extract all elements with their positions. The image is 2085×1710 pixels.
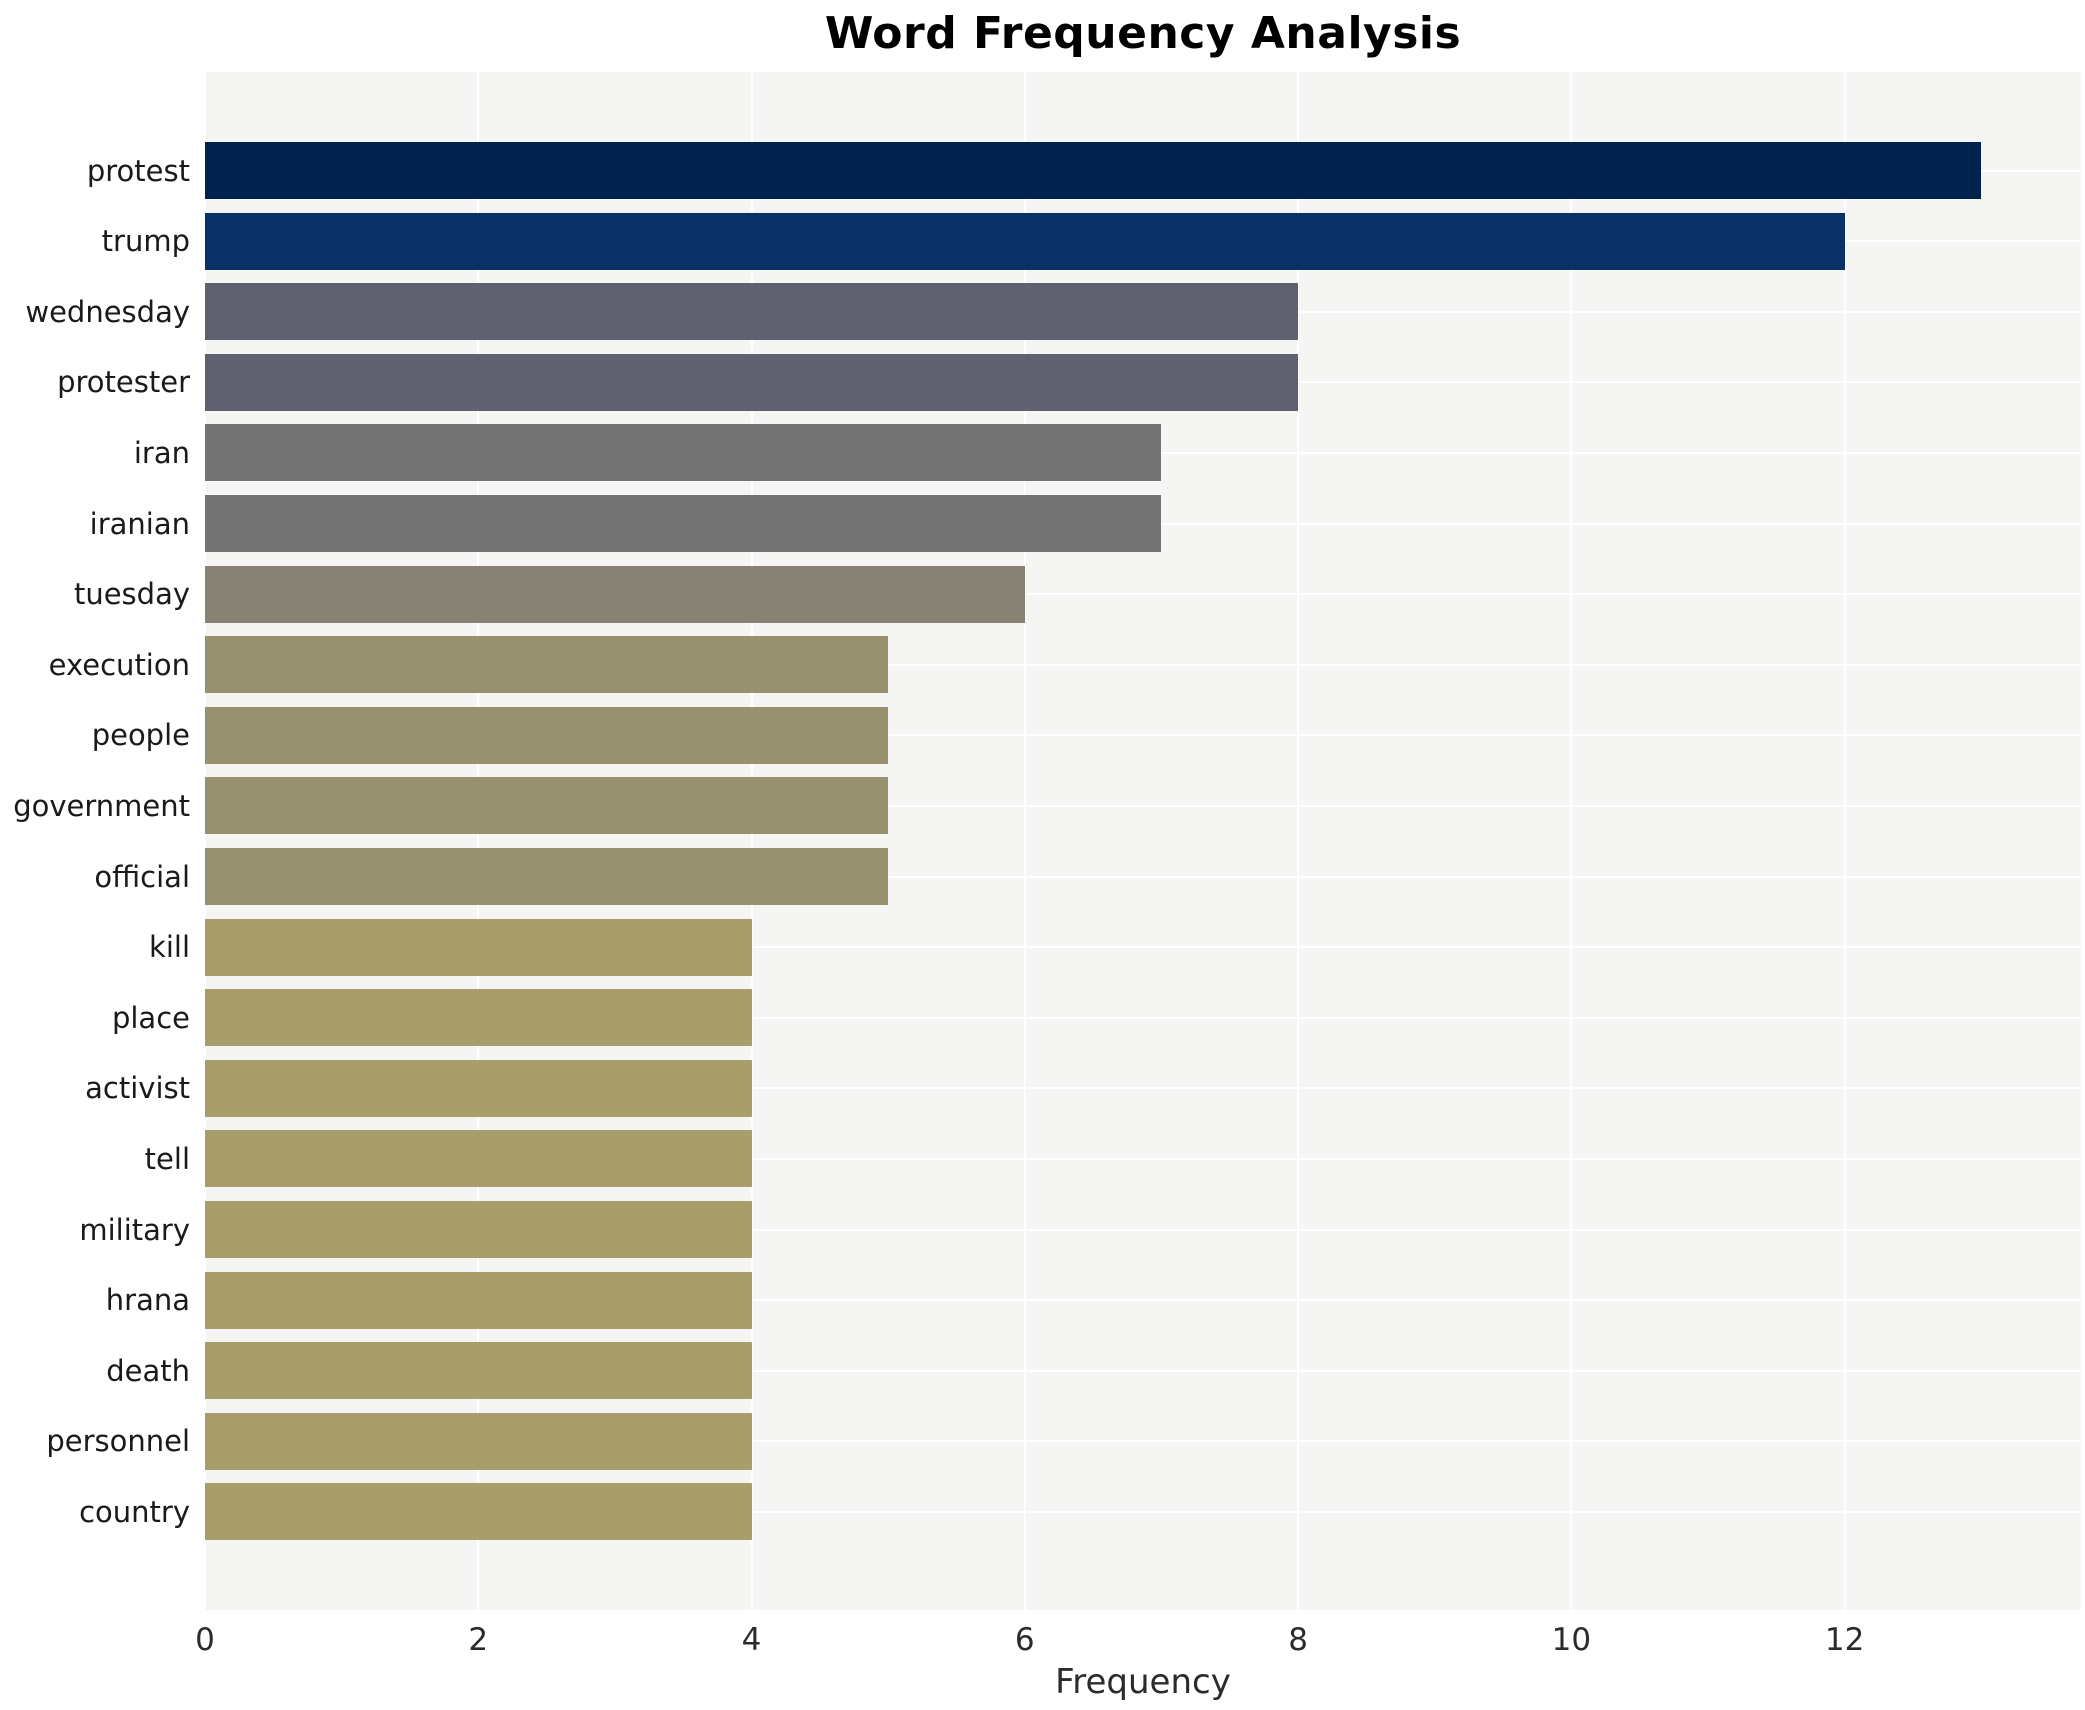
x-gridline: [1023, 72, 1026, 1610]
bar-personnel: [205, 1412, 752, 1470]
bar-government: [205, 777, 889, 835]
x-tick-label-4: 4: [741, 1622, 762, 1658]
y-tick-label-iran: iran: [133, 435, 190, 470]
bar-people: [205, 706, 889, 764]
y-gridline: [205, 946, 2081, 949]
y-gridline: [205, 804, 2081, 807]
y-tick-label-military: military: [79, 1212, 190, 1247]
y-gridline: [205, 593, 2081, 596]
y-tick-label-official: official: [94, 859, 190, 894]
bar-death: [205, 1342, 752, 1400]
y-tick-label-iranian: iranian: [89, 506, 190, 541]
y-tick-label-activist: activist: [85, 1071, 190, 1106]
y-tick-label-kill: kill: [149, 930, 190, 965]
y-gridline: [205, 1299, 2081, 1302]
x-gridline: [1297, 72, 1300, 1610]
x-tick-label-2: 2: [468, 1622, 489, 1658]
y-axis: protest trump wednesday protester iran irania…: [0, 72, 190, 1610]
y-tick-label-execution: execution: [48, 647, 190, 682]
x-tick-label-8: 8: [1288, 1622, 1308, 1658]
plot-area: [205, 72, 2081, 1610]
x-tick-label-6: 6: [1014, 1622, 1035, 1658]
y-gridline: [205, 734, 2081, 737]
y-gridline: [205, 1228, 2081, 1231]
y-gridline: [205, 1157, 2081, 1160]
y-gridline: [205, 1087, 2081, 1090]
y-gridline: [205, 1440, 2081, 1443]
y-gridline: [205, 1369, 2081, 1372]
y-tick-label-country: country: [79, 1494, 190, 1529]
y-gridline: [205, 875, 2081, 878]
bar-activist: [205, 1059, 752, 1117]
x-gridline: [205, 72, 206, 1610]
x-tick-label-0: 0: [195, 1622, 215, 1658]
bar-official: [205, 848, 889, 905]
bar-protester: [205, 353, 1299, 411]
y-tick-label-death: death: [106, 1353, 190, 1388]
bar-country: [205, 1483, 752, 1541]
bar-protest: [205, 142, 1982, 199]
bar-trump: [205, 212, 1845, 270]
bar-wednesday: [205, 283, 1299, 341]
y-gridline: [205, 1016, 2081, 1019]
y-tick-label-people: people: [91, 718, 190, 753]
y-tick-label-trump: trump: [101, 224, 190, 259]
bar-kill: [205, 918, 752, 976]
bar-tell: [205, 1130, 752, 1188]
x-tick-label-10: 10: [1551, 1622, 1592, 1658]
y-tick-label-tell: tell: [144, 1141, 190, 1176]
x-tick-label-12: 12: [1824, 1622, 1865, 1658]
y-tick-label-place: place: [111, 1000, 190, 1035]
y-tick-label-protest: protest: [86, 153, 190, 188]
y-tick-label-government: government: [13, 788, 190, 823]
bar-execution: [205, 636, 889, 694]
y-tick-label-personnel: personnel: [46, 1424, 190, 1459]
x-gridline: [750, 72, 753, 1610]
y-tick-label-wednesday: wednesday: [25, 294, 190, 329]
y-gridline: [205, 663, 2081, 666]
y-gridline: [205, 1510, 2081, 1513]
x-gridline: [1843, 72, 1846, 1610]
chart-title: Word Frequency Analysis: [824, 8, 1462, 59]
x-axis: 0 2 4 6 8 10 12: [195, 1610, 2081, 1660]
bar-iran: [205, 424, 1162, 482]
x-gridline: [1570, 72, 1573, 1610]
y-tick-label-tuesday: tuesday: [73, 577, 190, 612]
bar-military: [205, 1201, 752, 1258]
bar-tuesday: [205, 565, 1025, 623]
bar-iranian: [205, 495, 1162, 552]
bar-place: [205, 989, 752, 1047]
x-axis-title: Frequency: [1055, 1662, 1231, 1702]
y-tick-label-protester: protester: [57, 365, 190, 400]
y-tick-label-hrana: hrana: [105, 1283, 190, 1318]
bar-hrana: [205, 1271, 752, 1329]
x-gridline: [477, 72, 480, 1610]
